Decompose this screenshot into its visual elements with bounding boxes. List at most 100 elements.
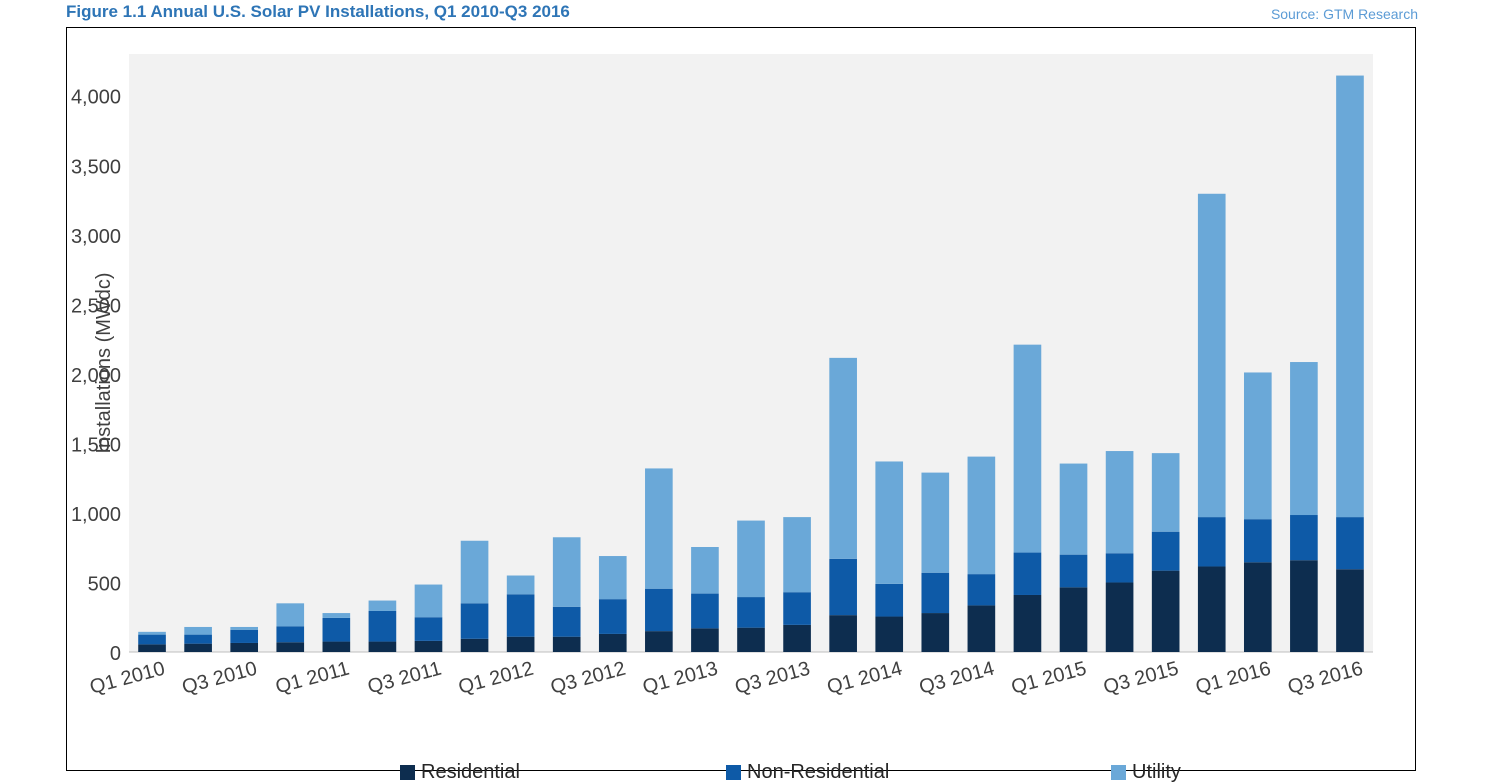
bar-non-residential-q4-2014 <box>1013 552 1042 595</box>
x-tick-label: Q3 2012 <box>548 658 628 699</box>
bar-residential-q4-2011 <box>460 638 489 652</box>
x-tick-label: Q1 2014 <box>825 658 905 699</box>
bar-residential-q3-2013 <box>783 624 811 652</box>
x-tick-label: Q1 2015 <box>1009 658 1089 699</box>
bar-residential-q2-2011 <box>368 641 397 652</box>
bar-residential-q2-2010 <box>184 643 212 652</box>
x-tick-label: Q1 2016 <box>1193 658 1273 699</box>
bar-non-residential-q2-2016 <box>1290 515 1318 561</box>
legend-item-utility: Utility <box>1111 761 1181 784</box>
bar-utility-q4-2013 <box>829 357 857 559</box>
bar-non-residential-q2-2011 <box>368 610 397 642</box>
y-tick-label: 0 <box>110 643 121 665</box>
bar-residential-q4-2010 <box>276 642 305 652</box>
x-tick-label: Q3 2014 <box>917 658 997 699</box>
y-tick-label: 2,000 <box>71 365 121 387</box>
bar-non-residential-q4-2011 <box>460 603 489 639</box>
x-tick-label: Q1 2010 <box>88 658 168 699</box>
bar-utility-q2-2012 <box>552 537 581 607</box>
x-tick-label: Q3 2013 <box>733 658 813 699</box>
bar-non-residential-q1-2011 <box>322 617 351 642</box>
bar-utility-q4-2014 <box>1013 344 1042 553</box>
bar-utility-q4-2015 <box>1197 193 1226 518</box>
bar-non-residential-q3-2015 <box>1151 531 1180 571</box>
bar-utility-q1-2015 <box>1059 463 1088 555</box>
bar-residential-q1-2016 <box>1243 562 1272 652</box>
bar-utility-q2-2014 <box>921 472 950 573</box>
legend-item-residential: Residential <box>400 761 520 784</box>
bar-residential-q3-2012 <box>598 633 627 652</box>
bar-residential-q3-2015 <box>1151 570 1180 652</box>
y-axis-title: Installations (MWdc) <box>93 272 115 453</box>
bar-utility-q3-2014 <box>967 456 996 575</box>
bar-utility-q4-2011 <box>460 540 489 604</box>
bar-utility-q1-2016 <box>1243 372 1272 520</box>
bar-residential-q2-2014 <box>921 613 950 652</box>
legend-label-utility: Utility <box>1132 761 1181 783</box>
bar-non-residential-q3-2014 <box>967 574 996 606</box>
bar-utility-q1-2012 <box>506 575 535 595</box>
bar-non-residential-q2-2010 <box>184 634 212 644</box>
source-note: Source: GTM Research <box>1270 6 1418 22</box>
y-tick-label: 3,500 <box>71 156 121 178</box>
bar-residential-q4-2013 <box>829 615 857 652</box>
bar-utility-q2-2010 <box>184 626 212 635</box>
bar-non-residential-q4-2013 <box>829 558 857 616</box>
x-tick-label: Q3 2015 <box>1101 658 1181 699</box>
bar-residential-q2-2015 <box>1105 582 1134 652</box>
x-tick-label: Q1 2012 <box>456 658 536 699</box>
y-tick-label: 3,000 <box>71 226 121 248</box>
chart-frame: 0 500 1,000 1,500 2,000 2,500 3,000 3,500 4,000 I… <box>66 27 1416 783</box>
bar-non-residential-q1-2010 <box>138 634 166 645</box>
bar-non-residential-q1-2012 <box>506 594 535 637</box>
y-tick-label: 1,000 <box>71 504 121 526</box>
bar-non-residential-q4-2015 <box>1197 517 1226 567</box>
bar-residential-q1-2014 <box>875 616 904 652</box>
bar-utility-q3-2010 <box>230 626 259 630</box>
bar-utility-q3-2016 <box>1336 75 1364 518</box>
bar-non-residential-q2-2014 <box>921 572 950 614</box>
legend-label-residential: Residential <box>421 761 520 783</box>
legend-item-non-residential: Non-Residential <box>726 761 889 784</box>
bar-residential-q3-2016 <box>1336 569 1364 652</box>
bar-residential-q4-2014 <box>1013 594 1042 652</box>
bar-utility-q3-2012 <box>598 556 627 600</box>
bar-non-residential-q4-2010 <box>276 626 305 643</box>
bar-non-residential-q3-2010 <box>230 629 259 643</box>
bar-residential-q4-2015 <box>1197 566 1226 652</box>
x-tick-label: Q3 2010 <box>180 658 260 699</box>
bar-utility-q1-2014 <box>875 461 904 584</box>
bar-utility-q2-2015 <box>1105 451 1134 554</box>
bar-residential-q1-2013 <box>691 628 719 652</box>
bar-residential-q2-2012 <box>552 636 581 652</box>
bar-residential-q1-2015 <box>1059 587 1088 652</box>
y-tick-label: 1,500 <box>71 434 121 456</box>
bar-non-residential-q2-2015 <box>1105 553 1134 583</box>
legend-swatch-non-residential <box>726 765 741 780</box>
y-tick-label: 4,000 <box>71 87 121 109</box>
bar-residential-q2-2013 <box>737 627 765 652</box>
bar-utility-q2-2013 <box>737 520 765 598</box>
bar-non-residential-q2-2013 <box>737 597 765 628</box>
bar-residential-q1-2012 <box>506 636 535 652</box>
bar-residential-q4-2012 <box>645 631 673 652</box>
bar-utility-q4-2012 <box>645 468 673 589</box>
bar-non-residential-q1-2016 <box>1243 519 1272 563</box>
bar-residential-q2-2016 <box>1290 560 1318 652</box>
x-tick-label: Q3 2011 <box>365 658 443 699</box>
bar-utility-q1-2013 <box>691 547 719 594</box>
bar-non-residential-q3-2013 <box>783 592 811 625</box>
legend-swatch-residential <box>400 765 415 780</box>
bar-utility-q3-2013 <box>783 517 811 593</box>
bar-utility-q2-2016 <box>1290 362 1318 516</box>
bar-residential-q3-2011 <box>414 640 443 652</box>
bar-non-residential-q3-2016 <box>1336 517 1364 570</box>
bar-residential-q1-2011 <box>322 641 351 652</box>
bar-utility-q4-2010 <box>276 603 305 627</box>
bar-utility-q3-2011 <box>414 584 443 618</box>
chart-plot: 0 500 1,000 1,500 2,000 2,500 3,000 3,500 4,000 I… <box>71 54 1373 699</box>
figure-title: Figure 1.1 Annual U.S. Solar PV Installa… <box>66 2 570 21</box>
x-tick-label: Q3 2016 <box>1285 658 1365 699</box>
bar-utility-q2-2011 <box>368 600 397 611</box>
bar-residential-q1-2010 <box>138 644 166 652</box>
